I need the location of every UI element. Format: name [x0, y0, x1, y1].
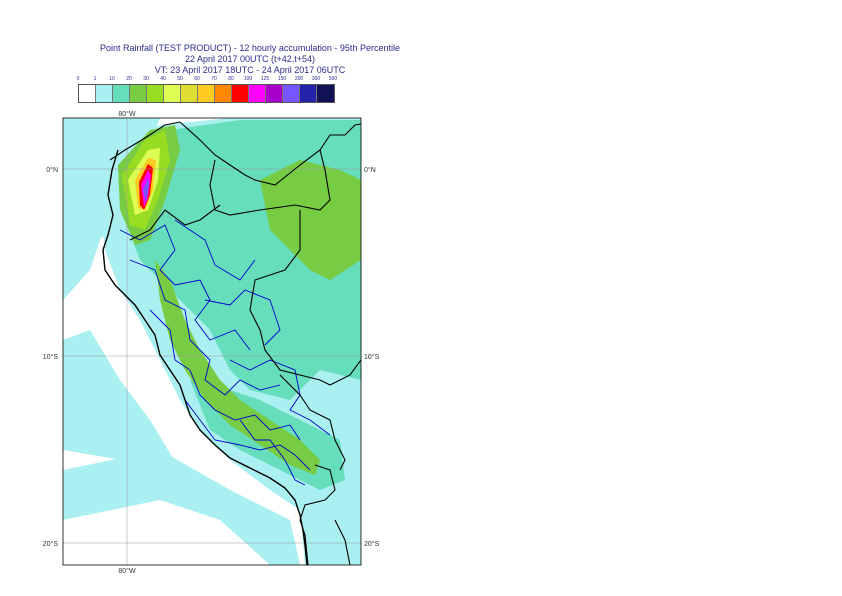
ocean-rain-area-west	[63, 330, 180, 470]
lat-label-0-right: 0°N	[364, 166, 376, 174]
legend-swatch	[181, 85, 198, 102]
legend-swatch	[147, 85, 164, 102]
lat-label-10-left: 10°S	[43, 353, 59, 361]
lat-label-0-left: 0°N	[46, 166, 58, 174]
legend-swatch	[266, 85, 283, 102]
lon-label-bottom: 80°W	[118, 567, 136, 575]
legend-threshold-label: 60	[194, 76, 200, 82]
legend-swatch	[283, 85, 300, 102]
legend-swatch	[130, 85, 147, 102]
chart-subtitle-date: 22 April 2017 00UTC (t+42,t+54)	[184, 54, 316, 64]
coastline	[102, 149, 308, 565]
legend-swatch	[249, 85, 266, 102]
legend-swatch	[317, 85, 334, 102]
legend-threshold-label: 70	[211, 76, 217, 82]
chart-subtitle-valid-time: VT: 23 April 2017 18UTC - 24 April 2017 …	[154, 65, 346, 75]
legend-threshold-label: 20	[126, 76, 132, 82]
legend-threshold-label: 40	[160, 76, 166, 82]
chart-title: Point Rainfall (TEST PRODUCT) - 12 hourl…	[100, 43, 400, 53]
legend-threshold-label: 300	[311, 76, 321, 82]
legend-swatch	[79, 85, 96, 102]
legend-threshold-label: 0	[76, 76, 80, 82]
legend-threshold-labels: 0 1 10 20 30 40 50 60 70 80 100 125 150 200 300 500	[76, 76, 350, 84]
country-borders	[109, 121, 361, 565]
ocean-rain-band-south	[63, 450, 300, 565]
legend-swatch	[300, 85, 317, 102]
admin-boundaries	[119, 219, 331, 486]
legend-swatch	[215, 85, 232, 102]
rain-20-30-area-east	[260, 160, 361, 280]
legend-swatch	[232, 85, 249, 102]
legend-swatch	[198, 85, 215, 102]
rain-20-30-band-andes	[155, 260, 320, 475]
legend-threshold-label: 30	[143, 76, 149, 82]
legend-threshold-label: 80	[228, 76, 234, 82]
legend-threshold-label: 1	[93, 76, 97, 82]
legend-threshold-label: 500	[328, 76, 338, 82]
legend-swatch	[113, 85, 130, 102]
legend-threshold-label: 150	[277, 76, 287, 82]
map-frame	[62, 117, 362, 566]
lat-label-20-left: 20°S	[43, 540, 59, 548]
lat-label-20-right: 20°S	[364, 540, 380, 548]
legend-threshold-label: 100	[243, 76, 253, 82]
legend-threshold-label: 200	[294, 76, 304, 82]
legend-swatch	[164, 85, 181, 102]
legend-swatch	[96, 85, 113, 102]
legend-threshold-label: 125	[260, 76, 270, 82]
rain-150-plus-core	[143, 178, 149, 203]
legend-threshold-label: 50	[177, 76, 183, 82]
legend-threshold-label: 10	[109, 76, 115, 82]
lon-label-top: 80°W	[118, 110, 136, 118]
lat-label-10-right: 10°S	[364, 353, 380, 361]
color-legend	[78, 84, 335, 103]
